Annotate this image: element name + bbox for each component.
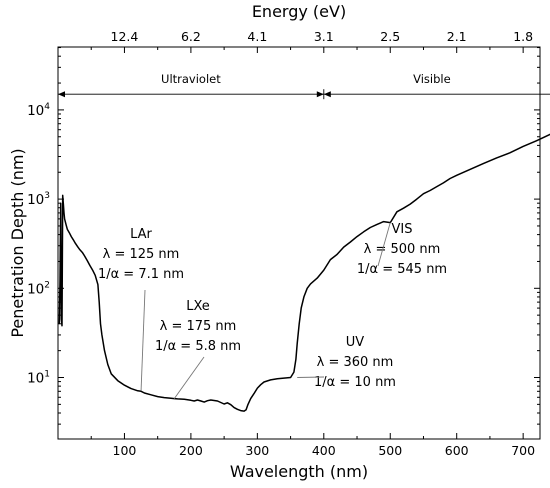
- y-tick-label: 103: [27, 191, 50, 208]
- annotation-leader: [297, 376, 325, 378]
- annotation-line: λ = 360 nm: [317, 355, 394, 370]
- annotation-line: UV: [346, 335, 365, 350]
- annotation-leader: [140, 289, 146, 391]
- annotation-line: λ = 125 nm: [103, 247, 180, 262]
- annotation-line: 1/α = 545 nm: [357, 262, 447, 277]
- plot-frame: [57, 46, 541, 440]
- region-arrow-head: [323, 91, 331, 98]
- annotation-line: LAr: [130, 227, 152, 242]
- top-tick-label: 3.1: [314, 29, 334, 44]
- x-tick-label: 100: [113, 443, 137, 458]
- y-axis-title: Penetration Depth (nm): [8, 148, 27, 337]
- penetration-depth-curve: [58, 133, 550, 412]
- top-tick-label: 2.1: [447, 29, 467, 44]
- x-tick-label: 300: [245, 443, 269, 458]
- top-tick-label: 12.4: [111, 29, 139, 44]
- region-annotations: UltravioletVisibleIR: [58, 72, 550, 100]
- x-axis-title: Wavelength (nm): [230, 462, 368, 481]
- x-tick-label: 200: [179, 443, 203, 458]
- annotation-line: 1/α = 7.1 nm: [98, 267, 184, 282]
- region-label: Ultraviolet: [161, 72, 221, 86]
- top-tick-label: 4.1: [247, 29, 267, 44]
- annotation-line: λ = 175 nm: [160, 319, 237, 334]
- x-tick-label: 600: [445, 443, 469, 458]
- y-tick-label: 104: [27, 102, 50, 119]
- annotation-lar: LAr λ = 125 nm 1/α = 7.1 nm: [98, 227, 184, 391]
- y-tick-label: 101: [27, 370, 50, 387]
- x-tick-label: 500: [378, 443, 402, 458]
- region-arrow-head: [58, 91, 65, 98]
- axis-ticks: 10020030040050060070080012.46.24.13.12.5…: [27, 29, 540, 458]
- annotation-line: VIS: [392, 222, 413, 237]
- annotation-line: LXe: [186, 299, 210, 314]
- top-axis-title: Energy (eV): [252, 2, 346, 21]
- annotation-vis: VIS λ = 500 nm 1/α = 545 nm: [357, 222, 447, 277]
- region-label: Visible: [413, 72, 451, 86]
- annotation-line: λ = 500 nm: [364, 242, 441, 257]
- annotation-uv: UV λ = 360 nm 1/α = 10 nm: [297, 335, 396, 390]
- annotation-line: 1/α = 10 nm: [314, 375, 396, 390]
- top-tick-label: 2.5: [380, 29, 400, 44]
- annotation-lxe: LXe λ = 175 nm 1/α = 5.8 nm: [155, 299, 241, 399]
- y-tick-label: 102: [27, 280, 50, 297]
- x-tick-label: 400: [312, 443, 336, 458]
- region-arrow-head: [316, 91, 324, 98]
- annotation-leader: [173, 356, 205, 399]
- annotation-line: 1/α = 5.8 nm: [155, 339, 241, 354]
- x-tick-label: 700: [511, 443, 535, 458]
- annotations: LAr λ = 125 nm 1/α = 7.1 nm LXe λ = 175 nm 1/…: [98, 222, 447, 399]
- annotation-leader: [377, 222, 391, 267]
- top-tick-label: 6.2: [181, 29, 201, 44]
- top-tick-label: 1.8: [513, 29, 533, 44]
